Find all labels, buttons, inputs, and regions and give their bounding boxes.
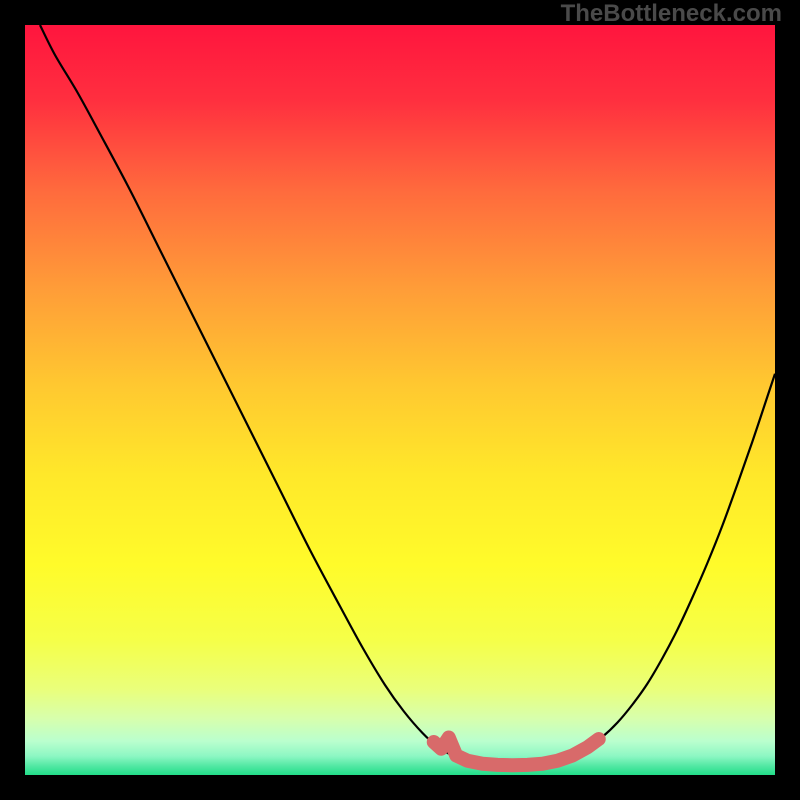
optimal-range-highlight [434,738,599,766]
bottleneck-curve-right [513,374,776,766]
bottleneck-curve-left [40,25,513,765]
watermark-text: TheBottleneck.com [561,0,782,28]
